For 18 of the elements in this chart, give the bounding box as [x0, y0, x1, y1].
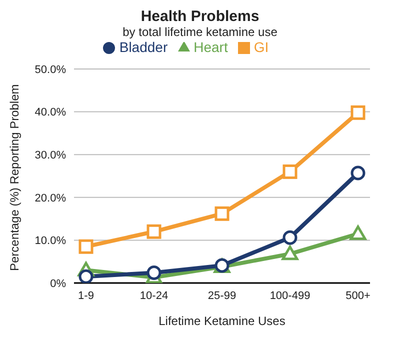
x-tick-label: 25-99: [208, 290, 236, 302]
x-tick-label: 1-9: [78, 290, 94, 302]
y-tick-label: 40.0%: [34, 106, 66, 119]
x-axis-title: Lifetime Ketamine Uses: [158, 314, 286, 328]
legend-label: Heart: [194, 39, 228, 55]
x-tick-label: 10-24: [140, 290, 168, 302]
y-tick-label: 30.0%: [34, 150, 66, 162]
y-axis-title: Percentage (%) Reporting Problem: [7, 84, 22, 271]
y-tick-label: 20.0%: [34, 192, 66, 204]
y-tick-label: 0%: [50, 278, 66, 290]
y-tick-label: 10.0%: [34, 235, 66, 248]
chart-title: Health Problems: [140, 8, 260, 25]
y-tick-label: 50.0%: [34, 64, 66, 76]
x-tick-label: 500+: [346, 290, 370, 302]
legend-label: GI: [254, 39, 269, 55]
chart-subtitle: by total lifetime ketamine use: [122, 25, 278, 39]
x-tick-label: 100-499: [270, 290, 310, 302]
legend-label: Bladder: [119, 39, 168, 55]
